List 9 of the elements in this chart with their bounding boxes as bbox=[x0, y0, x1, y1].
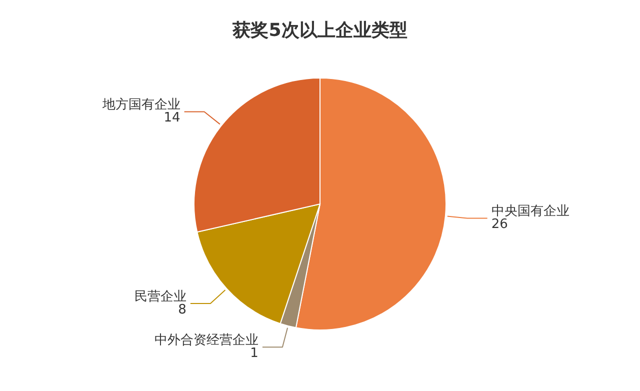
data-label: 26 bbox=[491, 217, 508, 232]
slice-label: 民营企业 bbox=[134, 290, 186, 304]
slice-label: 中央国有企业 bbox=[491, 204, 570, 220]
data-label: 8 bbox=[178, 302, 186, 318]
chart-title: 获奖5次以上企业类型 bbox=[232, 20, 408, 41]
data-label: 14 bbox=[164, 110, 180, 126]
data-label: 1 bbox=[250, 346, 258, 362]
slice-label: 地方国有企业 bbox=[101, 96, 180, 113]
slice-label: 中外合资经营企业 bbox=[154, 333, 258, 348]
